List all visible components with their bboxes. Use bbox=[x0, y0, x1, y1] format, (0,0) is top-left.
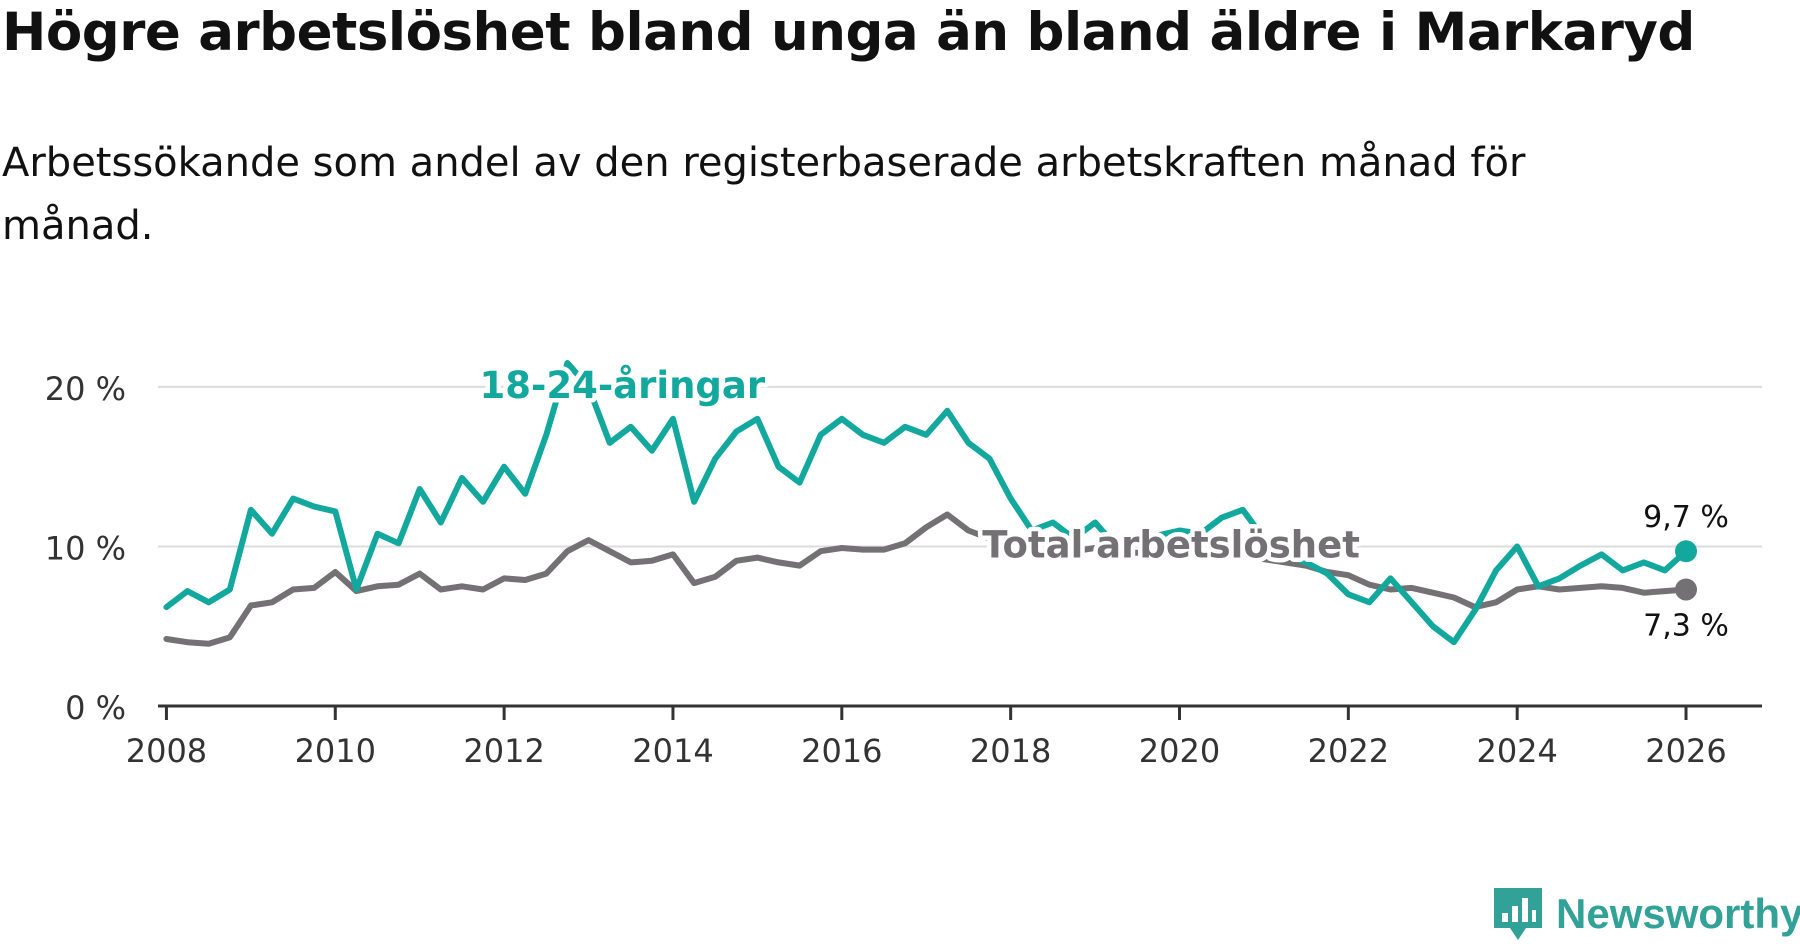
chart-title: Högre arbetslöshet bland unga än bland ä… bbox=[2, 2, 1695, 63]
newsworthy-wordmark: Newsworthy bbox=[1556, 890, 1800, 937]
axes: 0 % 10 % 20 % 2008 2010 2012 2014 2016 2018 2020 2… bbox=[45, 370, 1762, 770]
grid bbox=[158, 385, 1762, 548]
series-line-total bbox=[163, 511, 1689, 647]
y-tick-label: 10 % bbox=[45, 529, 126, 567]
y-tick-label: 0 % bbox=[65, 689, 126, 727]
end-point-youth bbox=[1675, 540, 1698, 563]
x-tick-label: 2022 bbox=[1308, 732, 1389, 770]
x-tick-label: 2020 bbox=[1139, 732, 1220, 770]
series-label-youth: 18-24-åringar bbox=[479, 364, 765, 407]
end-label-youth: 9,7 % bbox=[1643, 500, 1729, 535]
x-tick-label: 2010 bbox=[295, 732, 376, 770]
x-tick-label: 2018 bbox=[970, 732, 1051, 770]
y-tick-label: 20 % bbox=[45, 370, 126, 408]
chart-subtitle: Arbetssökande som andel av den registerb… bbox=[2, 140, 1526, 249]
series-line-youth bbox=[163, 360, 1689, 646]
newsworthy-chart-icon bbox=[1494, 888, 1542, 940]
x-tick-label: 2024 bbox=[1476, 732, 1557, 770]
x-tick-label: 2012 bbox=[463, 732, 544, 770]
series-label-total: Total arbetslöshet bbox=[982, 524, 1360, 567]
end-point-total bbox=[1675, 578, 1698, 601]
series-lines bbox=[163, 360, 1698, 647]
end-label-total: 7,3 % bbox=[1643, 609, 1729, 644]
x-tick-label: 2026 bbox=[1645, 732, 1726, 770]
x-tick-label: 2016 bbox=[801, 732, 882, 770]
x-tick-label: 2008 bbox=[126, 732, 207, 770]
x-tick-label: 2014 bbox=[632, 732, 713, 770]
labels: 9,7 % 7,3 % 18-24-åringar Total arbetslöshe… bbox=[475, 360, 1729, 644]
newsworthy-logo: Newsworthy bbox=[1492, 886, 1800, 942]
